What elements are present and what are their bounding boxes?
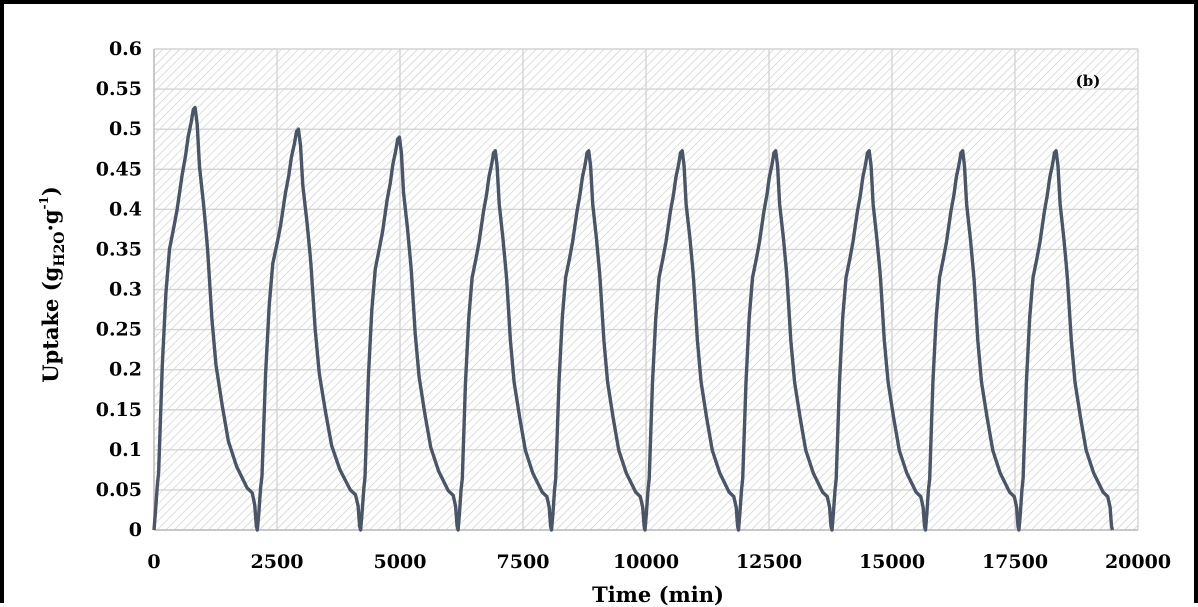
y-axis-title: Uptake (gH2O·g-1) — [37, 186, 68, 383]
series-line-uptake — [152, 105, 1115, 532]
y-tick-label: 0.2 — [109, 359, 142, 381]
x-tick-label: 5000 — [374, 551, 427, 573]
y-tick-labels: 0 0.05 0.1 0.15 0.2 0.25 0.3 0.35 0.4 0.45 0.5 0.55… — [96, 38, 142, 541]
y-axis-title-sub: H2O — [52, 231, 68, 266]
uptake-line-chart: 0 0.05 0.1 0.15 0.2 0.25 0.3 0.35 0.4 0.45 0.5 0.55… — [37, 38, 1171, 607]
x-tick-label: 10000 — [613, 551, 679, 573]
y-tick-label: 0.05 — [96, 479, 142, 501]
y-tick-label: 0.6 — [109, 38, 142, 60]
y-tick-label: 0.4 — [109, 198, 142, 220]
y-axis-title-main: Uptake (g — [38, 266, 63, 382]
x-tick-label: 12500 — [736, 551, 802, 573]
x-tick-label: 15000 — [859, 551, 925, 573]
x-tick-label: 20000 — [1105, 551, 1171, 573]
y-tick-label: 0 — [129, 519, 142, 541]
y-tick-label: 0.1 — [109, 439, 142, 461]
y-axis-title-end: ) — [38, 186, 63, 196]
y-axis-title-sup: -1 — [37, 196, 51, 209]
y-tick-label: 0.5 — [109, 118, 142, 140]
x-tick-label: 0 — [147, 551, 160, 573]
x-tick-labels: 0 2500 5000 7500 10000 12500 15000 17500 20000 — [147, 551, 1171, 573]
x-tick-label: 17500 — [982, 551, 1048, 573]
y-tick-label: 0.3 — [109, 279, 142, 301]
y-tick-label: 0.35 — [96, 238, 142, 260]
y-tick-label: 0.55 — [96, 78, 142, 100]
x-axis-title: Time (min) — [592, 582, 724, 607]
y-tick-label: 0.15 — [96, 399, 142, 421]
panel-label: (b) — [1076, 72, 1101, 90]
gridlines — [153, 48, 1139, 531]
y-tick-label: 0.25 — [96, 319, 142, 341]
x-tick-label: 2500 — [251, 551, 304, 573]
y-axis-title-mid: ·g — [38, 209, 63, 231]
y-tick-label: 0.45 — [96, 158, 142, 180]
x-tick-label: 7500 — [497, 551, 550, 573]
